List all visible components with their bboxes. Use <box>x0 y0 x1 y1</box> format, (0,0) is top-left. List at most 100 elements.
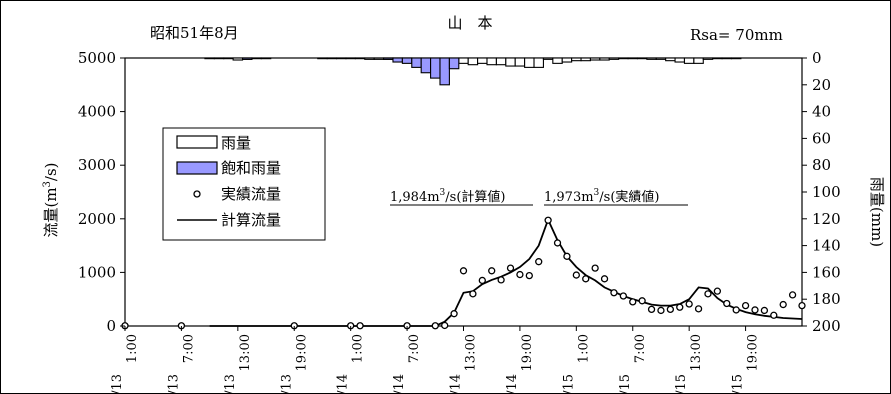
x-tick-date: 8/14 <box>505 374 520 394</box>
x-tick-date: 8/13 <box>110 374 125 394</box>
observed-flow-point <box>469 290 477 298</box>
x-tick-time: 1:00 <box>576 334 591 363</box>
observed-flow-point <box>431 322 439 330</box>
observed-flow-point <box>741 301 750 310</box>
annotation-calc-unit: m <box>427 190 439 205</box>
annotation-observed-peak: 1,973m3/s(実績値) <box>544 188 688 206</box>
x-tick-date: 8/14 <box>392 374 407 394</box>
saturated-rain-bar <box>383 57 394 60</box>
legend: 雨量 飽和雨量 実績流量 計算流量 <box>162 127 326 241</box>
observed-flow-point <box>582 275 590 283</box>
saturated-rain-bar <box>392 57 403 63</box>
observed-flow-point <box>704 290 712 298</box>
observed-flow-point <box>666 305 675 314</box>
x-tick-label-group: 8/147:00 <box>392 334 422 394</box>
legend-rain-label: 雨量 <box>221 134 251 152</box>
rain-bar <box>477 57 488 64</box>
observed-flow-point <box>563 252 571 260</box>
x-tick-label-group: 8/131:00 <box>110 334 140 394</box>
rain-bar <box>467 57 479 66</box>
x-tick-date: 8/15 <box>674 374 689 394</box>
annotation-calc-value: 1,984 <box>390 190 427 205</box>
rain-bar <box>223 57 234 60</box>
rain-bar <box>495 57 507 66</box>
observed-flow-point <box>572 271 580 279</box>
x-tick-time: 1:00 <box>125 334 140 363</box>
x-tick-date: 8/13 <box>279 374 294 394</box>
rain-bar <box>712 57 723 60</box>
rain-bar <box>533 57 544 68</box>
legend-saturated-swatch <box>176 161 218 175</box>
observed-flow-point <box>732 306 740 314</box>
x-tick-time: 19:00 <box>294 334 309 371</box>
rain-bar <box>674 57 686 63</box>
observed-flow-point <box>779 300 787 309</box>
x-tick-time: 7:00 <box>181 334 196 363</box>
rain-bar <box>251 57 262 60</box>
y-tick-label: 5000 <box>78 49 116 67</box>
rain-bar <box>373 57 385 60</box>
y2-tick-label: 100 <box>812 183 841 201</box>
x-tick-time: 13:00 <box>464 334 479 371</box>
annotation-obs-unit-sup: 3 <box>594 188 600 198</box>
observed-flow-point <box>478 276 486 285</box>
rain-bar <box>317 57 328 60</box>
rain-bar <box>345 57 356 60</box>
rain-bar <box>542 57 554 60</box>
right-axis-ticks: 0 20 40 60 80 100 120 140 160 180 200 <box>802 49 841 335</box>
rain-bar <box>646 57 657 60</box>
x-tick-time: 7:00 <box>633 334 648 363</box>
x-tick-date: 8/13 <box>166 374 181 394</box>
x-tick-label-group: 8/151:00 <box>561 334 591 394</box>
y2-tick-label: 0 <box>812 49 822 67</box>
x-tick-time: 13:00 <box>238 334 253 371</box>
chart-title: 山 本 <box>447 14 492 32</box>
rain-bar <box>505 57 516 67</box>
left-axis-label-sup: 3 <box>42 181 53 187</box>
saturated-rain-bar <box>241 57 253 60</box>
saturated-rain-bars <box>241 57 460 86</box>
rsa-label: Rsa= 70mm <box>690 26 783 44</box>
x-tick-date: 8/15 <box>731 374 746 394</box>
y2-tick-label: 160 <box>812 263 841 281</box>
observed-flow-point <box>553 239 562 247</box>
observed-flow-point <box>450 310 458 318</box>
observed-flow-point <box>497 276 505 284</box>
rain-bar <box>721 57 733 60</box>
saturated-rain-bar <box>420 57 432 74</box>
y2-tick-label: 60 <box>812 129 831 147</box>
legend-observed-label: 実績流量 <box>221 185 281 203</box>
observed-flow-point <box>488 267 496 275</box>
legend-calculated-label: 計算流量 <box>221 211 281 229</box>
rain-bar <box>693 57 704 64</box>
rain-bar <box>683 57 695 64</box>
x-tick-time: 13:00 <box>689 334 704 371</box>
annotation-obs-unit: m <box>581 190 593 205</box>
rain-bar <box>336 57 347 60</box>
rain-bar <box>561 57 573 63</box>
observed-flow-series <box>121 216 806 330</box>
legend-observed-marker <box>193 190 201 198</box>
svg-text:1,973m3/s(実績値): 1,973m3/s(実績値) <box>544 188 659 205</box>
left-axis-label-main: 流量(m <box>42 187 60 237</box>
observed-flow-point <box>638 297 646 305</box>
y2-tick-label: 80 <box>812 156 831 174</box>
left-axis-label-tail: /s) <box>42 162 60 181</box>
observed-flow-point <box>788 291 797 299</box>
legend-saturated-label: 飽和雨量 <box>221 159 281 177</box>
rain-bar <box>702 57 714 60</box>
observed-flow-point <box>685 300 693 308</box>
svg-text:1,984m3/s(計算値): 1,984m3/s(計算値) <box>390 188 505 205</box>
rain-bar <box>636 57 648 60</box>
rain-bar <box>514 57 526 67</box>
x-tick-label-group: 8/157:00 <box>618 334 648 394</box>
rain-bar <box>204 57 215 60</box>
rain-bar <box>326 57 338 60</box>
